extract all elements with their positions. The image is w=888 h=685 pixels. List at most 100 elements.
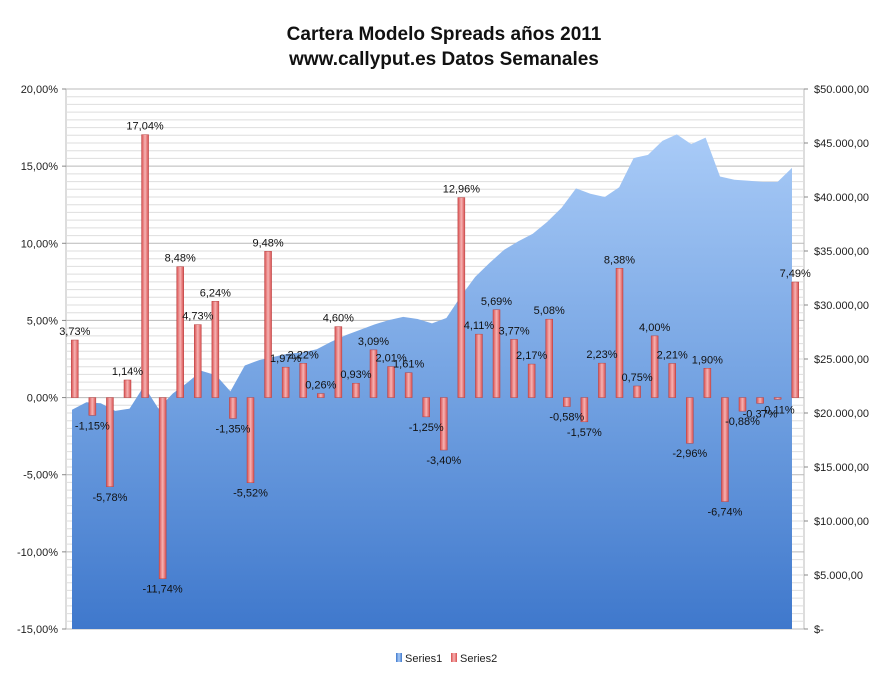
series2-data-label: 4,11% — [464, 320, 495, 332]
right-axis-tick-label: $10.000,00 — [814, 516, 869, 528]
series2-data-label: -5,78% — [93, 492, 128, 504]
series2-data-label: 8,38% — [604, 254, 635, 266]
series2-data-label: 8,48% — [165, 253, 196, 265]
right-axis-tick-label: $25.000,00 — [814, 354, 869, 366]
right-axis-tick-label: $35.000,00 — [814, 246, 869, 258]
series2-bar — [422, 397, 430, 418]
series2-data-label: 1,61% — [393, 359, 424, 371]
series2-bar — [527, 363, 536, 398]
series2-data-label: -3,40% — [426, 455, 461, 467]
series2-data-label: -1,15% — [75, 420, 110, 432]
series2-data-label: 2,23% — [586, 349, 617, 361]
series2-data-label: 0,93% — [340, 369, 371, 381]
series2-bar — [721, 397, 729, 502]
series1-area — [72, 134, 792, 630]
series2-bar — [71, 339, 79, 398]
series2-data-label: -1,57% — [567, 427, 602, 439]
legend-label-series1: Series1 — [405, 653, 442, 665]
series2-bar — [194, 324, 202, 398]
series2-bars — [71, 134, 799, 579]
series2-data-label: 1,90% — [692, 354, 723, 366]
series2-data-label: 17,04% — [126, 121, 164, 133]
series2-bar — [756, 397, 764, 404]
series2-bar — [246, 397, 255, 483]
series2-data-label: -0,88% — [725, 416, 760, 428]
series2-data-label: -2,96% — [672, 448, 707, 460]
series2-data-label: -0,37% — [743, 408, 778, 420]
series2-bar — [229, 397, 237, 419]
legend-label-series2: Series2 — [460, 653, 497, 665]
series2-bar — [141, 134, 149, 398]
series2-data-label: 4,73% — [182, 311, 213, 323]
series2-bar — [281, 366, 290, 398]
series2-data-label: 1,97% — [270, 353, 301, 365]
right-axis-tick-label: $50.000,00 — [814, 84, 869, 96]
right-axis-tick-label: $15.000,00 — [814, 462, 869, 474]
legend: Series1 Series2 — [396, 653, 497, 665]
series2-bar — [545, 318, 553, 398]
series2-data-label: 0,26% — [305, 380, 336, 392]
right-axis-tick-label: $5.000,00 — [814, 570, 863, 582]
series2-data-label: 3,77% — [498, 325, 529, 337]
series2-bar — [334, 326, 343, 398]
series2-bar — [475, 333, 483, 398]
series2-data-label: 3,73% — [59, 326, 90, 338]
series2-bar — [299, 363, 307, 398]
series2-bar — [703, 368, 712, 398]
series2-data-label: 1,14% — [112, 366, 143, 378]
series2-data-label: 0,75% — [621, 372, 652, 384]
left-axis-tick-label: 15,00% — [21, 161, 59, 173]
series2-data-label: -5,52% — [233, 488, 268, 500]
series2-data-label: 3,09% — [358, 336, 389, 348]
series2-data-label: 4,00% — [639, 322, 670, 334]
series2-bar — [211, 301, 220, 398]
series2-bar — [633, 385, 641, 398]
right-axis-tick-label: $30.000,00 — [814, 300, 869, 312]
series2-data-label: 7,49% — [780, 268, 811, 280]
series2-bar — [264, 251, 272, 398]
series2-bar — [440, 397, 448, 451]
series2-data-label: -11,74% — [143, 584, 183, 596]
series2-bar — [352, 382, 360, 398]
series2-bar — [738, 397, 747, 412]
series2-bar — [773, 397, 782, 400]
series2-bar — [492, 309, 501, 398]
legend-swatch-series2 — [451, 653, 457, 662]
series2-bar — [615, 268, 624, 398]
series2-data-label: 12,96% — [443, 184, 481, 196]
series2-data-label: 5,69% — [481, 296, 512, 308]
series2-bar — [123, 379, 132, 398]
left-axis-tick-label: -15,00% — [17, 624, 58, 636]
right-axis-tick-label: $45.000,00 — [814, 138, 869, 150]
series2-bar — [686, 397, 694, 444]
series2-bar — [510, 339, 518, 398]
series2-data-label: 2,22% — [288, 349, 319, 361]
left-axis-tick-label: 0,00% — [27, 393, 58, 405]
left-axis-tick-label: 5,00% — [27, 315, 58, 327]
left-axis-tick-label: -10,00% — [17, 547, 58, 559]
series2-data-label: 2,01% — [375, 353, 406, 365]
left-axis: 20,00% 15,00% 10,00% 5,00% 0,00% -5,00% -10,00… — [17, 84, 66, 636]
series2-data-label: 4,60% — [323, 313, 354, 325]
series2-bar — [317, 393, 325, 398]
series2-bar — [176, 266, 184, 398]
series2-data-label: -1,35% — [216, 423, 251, 435]
right-axis-tick-label: $20.000,00 — [814, 408, 869, 420]
series2-data-label: 5,08% — [534, 305, 565, 317]
series2-data-label: -0,11% — [761, 404, 795, 416]
legend-swatch-series1 — [396, 653, 402, 662]
left-axis-tick-label: 10,00% — [21, 238, 59, 250]
series2-data-label: -6,74% — [708, 507, 743, 519]
series2-bar — [598, 362, 606, 398]
series2-bar — [563, 397, 571, 407]
series2-bar — [791, 281, 799, 398]
chart-subtitle: www.callyput.es Datos Semanales — [288, 49, 599, 70]
series2-data-label: -0,58% — [549, 412, 584, 424]
series2-bar — [668, 363, 676, 398]
series2-data-label: 9,48% — [252, 237, 283, 249]
right-axis-tick-label: $- — [814, 624, 824, 636]
series2-data-label: 6,24% — [200, 287, 231, 299]
series2-bar — [650, 335, 659, 398]
series2-data-labels: 3,73% -1,15% -5,78% 1,14% 17,04% -11,74% 8,48%… — [59, 121, 811, 596]
